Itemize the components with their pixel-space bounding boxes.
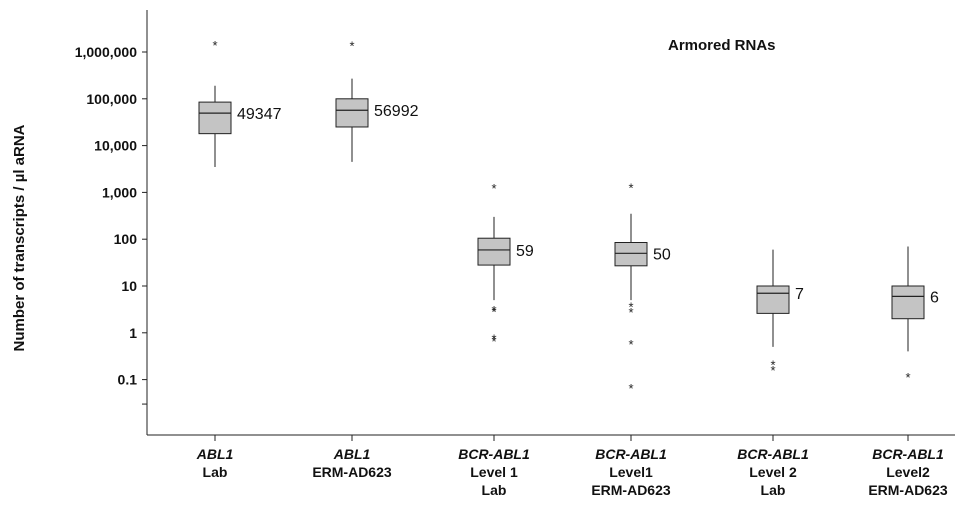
box-group: 50*****: [614, 180, 671, 396]
x-category-label: ABL1: [333, 446, 371, 462]
x-category-label: ERM-AD623: [591, 482, 671, 498]
outlier-point: *: [491, 181, 496, 196]
outlier-point: *: [905, 370, 910, 385]
outlier-point: *: [491, 303, 496, 318]
y-tick-label: 1: [129, 325, 137, 341]
median-value-label: 6: [930, 289, 939, 306]
outlier-point: *: [349, 38, 354, 53]
x-category-label: Lab: [482, 482, 507, 498]
x-category-label: Level 1: [470, 464, 518, 480]
x-category-label: Level1: [609, 464, 653, 480]
iqr-box: [198, 101, 232, 135]
y-tick-label: 10: [121, 278, 137, 294]
outlier-point: *: [628, 180, 633, 195]
y-tick-label: 10,000: [94, 138, 137, 154]
box-group: 59*****: [477, 181, 534, 349]
y-axis-label: Number of transcripts / µl aRNA: [11, 124, 28, 351]
y-tick-label: 1,000,000: [75, 44, 137, 60]
x-category-label: BCR-ABL1: [595, 446, 667, 462]
box-group: 49347 *: [198, 38, 282, 167]
median-value-label: 49347: [237, 106, 282, 123]
iqr-box: [756, 285, 790, 314]
iqr-box: [891, 285, 925, 320]
chart-annotation: Armored RNAs: [668, 37, 776, 54]
outlier-point: *: [628, 381, 633, 396]
x-category-label: Level 2: [749, 464, 797, 480]
y-tick-label: 100: [114, 231, 138, 247]
outlier-point: *: [770, 363, 775, 378]
x-category-label: ERM-AD623: [312, 464, 392, 480]
y-tick-label: 100,000: [86, 91, 137, 107]
x-category-label: BCR-ABL1: [737, 446, 809, 462]
x-category-label: Level2: [886, 464, 930, 480]
outlier-point: *: [491, 334, 496, 349]
x-category-label: Lab: [761, 482, 786, 498]
box-group: 6*: [891, 246, 939, 385]
outlier-point: *: [491, 331, 496, 346]
outlier-point: *: [491, 304, 496, 319]
y-tick-label: 0.1: [118, 372, 138, 388]
x-category-label: ERM-AD623: [868, 482, 948, 498]
x-category-label: BCR-ABL1: [458, 446, 530, 462]
box-series: 49347*56992*59*****50*****7**6*: [198, 38, 939, 396]
x-category-label: ABL1: [196, 446, 234, 462]
category-labels: ABL1 Lab ABL1 ERM-AD623 BCR-ABL1 Level 1 Lab BC…: [196, 446, 948, 498]
axes: 1,000,000 100,000 10,000 1,000 100 10 1 0.1: [75, 10, 955, 441]
box-group: 7 **: [756, 249, 804, 378]
iqr-box: [335, 98, 369, 128]
outlier-point: *: [628, 300, 633, 315]
median-value-label: 56992: [374, 103, 419, 120]
box-group: 56992 *: [335, 38, 419, 162]
median-value-label: 7: [795, 286, 804, 303]
x-category-label: BCR-ABL1: [872, 446, 944, 462]
iqr-box: [477, 237, 511, 266]
outlier-point: *: [628, 337, 633, 352]
iqr-box: [614, 242, 648, 267]
median-value-label: 59: [516, 243, 534, 260]
outlier-point: *: [628, 305, 633, 320]
median-value-label: 50: [653, 246, 671, 263]
x-category-label: Lab: [203, 464, 228, 480]
outlier-point: *: [212, 38, 217, 53]
outlier-point: *: [770, 358, 775, 373]
y-tick-label: 1,000: [102, 184, 137, 200]
